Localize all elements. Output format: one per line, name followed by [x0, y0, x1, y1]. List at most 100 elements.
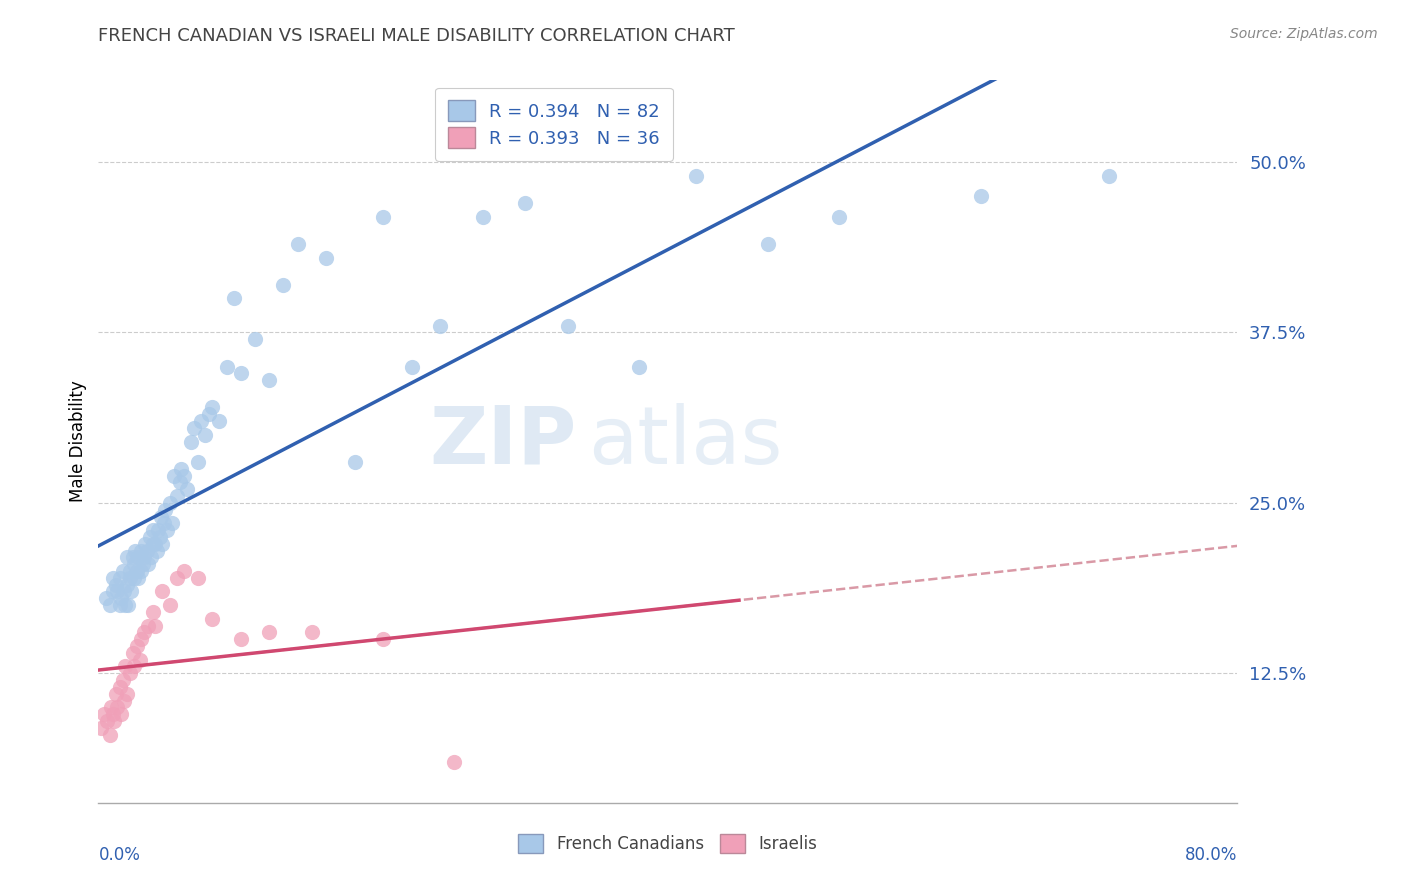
Point: [101, 707, 124, 722]
Text: FRENCH CANADIAN VS ISRAELI MALE DISABILITY CORRELATION CHART: FRENCH CANADIAN VS ISRAELI MALE DISABILI…: [98, 27, 735, 45]
Point: [183, 421, 205, 435]
Point: [229, 367, 252, 381]
Point: [96, 714, 118, 728]
Point: [169, 475, 191, 490]
Point: [132, 550, 155, 565]
Point: [118, 666, 141, 681]
Point: [134, 537, 156, 551]
Point: [110, 591, 132, 606]
Text: ZIP: ZIP: [429, 402, 576, 481]
Point: [215, 359, 238, 374]
Point: [139, 550, 162, 565]
Text: 80.0%: 80.0%: [1185, 847, 1237, 864]
Point: [94, 591, 117, 606]
Point: [138, 530, 160, 544]
Point: [141, 605, 163, 619]
Point: [105, 584, 128, 599]
Point: [121, 550, 143, 565]
Point: [373, 632, 395, 647]
Point: [315, 251, 337, 265]
Point: [343, 455, 366, 469]
Point: [163, 468, 186, 483]
Legend: French Canadians, Israelis: French Canadians, Israelis: [512, 827, 824, 860]
Point: [110, 707, 132, 722]
Point: [108, 598, 131, 612]
Point: [115, 577, 138, 591]
Point: [401, 359, 423, 374]
Point: [273, 277, 295, 292]
Point: [122, 558, 145, 572]
Point: [146, 543, 169, 558]
Point: [159, 496, 181, 510]
Point: [93, 707, 115, 722]
Point: [229, 632, 252, 647]
Point: [90, 721, 112, 735]
Point: [145, 537, 167, 551]
Point: [198, 407, 221, 421]
Y-axis label: Male Disability: Male Disability: [69, 381, 87, 502]
Point: [129, 543, 152, 558]
Point: [115, 550, 138, 565]
Point: [208, 414, 231, 428]
Point: [287, 236, 309, 251]
Point: [101, 571, 124, 585]
Point: [259, 625, 281, 640]
Point: [124, 543, 146, 558]
Point: [187, 455, 209, 469]
Point: [190, 414, 212, 428]
Point: [103, 714, 125, 728]
Point: [136, 558, 159, 572]
Point: [443, 755, 465, 769]
Point: [104, 577, 127, 591]
Point: [429, 318, 451, 333]
Point: [515, 196, 537, 211]
Point: [176, 482, 198, 496]
Point: [152, 537, 174, 551]
Point: [159, 598, 181, 612]
Point: [98, 728, 121, 742]
Point: [100, 700, 122, 714]
Point: [101, 584, 124, 599]
Point: [104, 687, 127, 701]
Point: [194, 427, 217, 442]
Point: [118, 571, 141, 585]
Point: [166, 489, 188, 503]
Point: [114, 598, 136, 612]
Point: [122, 571, 145, 585]
Point: [970, 189, 993, 203]
Point: [180, 434, 202, 449]
Point: [105, 700, 128, 714]
Point: [129, 632, 152, 647]
Point: [756, 236, 779, 251]
Point: [122, 659, 145, 673]
Point: [187, 571, 209, 585]
Point: [145, 618, 167, 632]
Point: [141, 537, 163, 551]
Point: [125, 639, 148, 653]
Point: [243, 332, 266, 346]
Point: [373, 210, 395, 224]
Point: [118, 564, 141, 578]
Point: [685, 169, 707, 183]
Point: [108, 680, 131, 694]
Point: [136, 618, 159, 632]
Point: [135, 543, 157, 558]
Point: [127, 550, 149, 565]
Point: [127, 571, 149, 585]
Point: [132, 625, 155, 640]
Point: [121, 646, 143, 660]
Text: 0.0%: 0.0%: [98, 847, 141, 864]
Point: [112, 693, 135, 707]
Point: [301, 625, 323, 640]
Point: [148, 523, 170, 537]
Point: [156, 523, 179, 537]
Point: [173, 468, 195, 483]
Point: [828, 210, 851, 224]
Point: [153, 516, 176, 531]
Point: [115, 687, 138, 701]
Point: [108, 571, 131, 585]
Point: [1098, 169, 1121, 183]
Point: [162, 516, 184, 531]
Point: [170, 462, 193, 476]
Point: [201, 401, 224, 415]
